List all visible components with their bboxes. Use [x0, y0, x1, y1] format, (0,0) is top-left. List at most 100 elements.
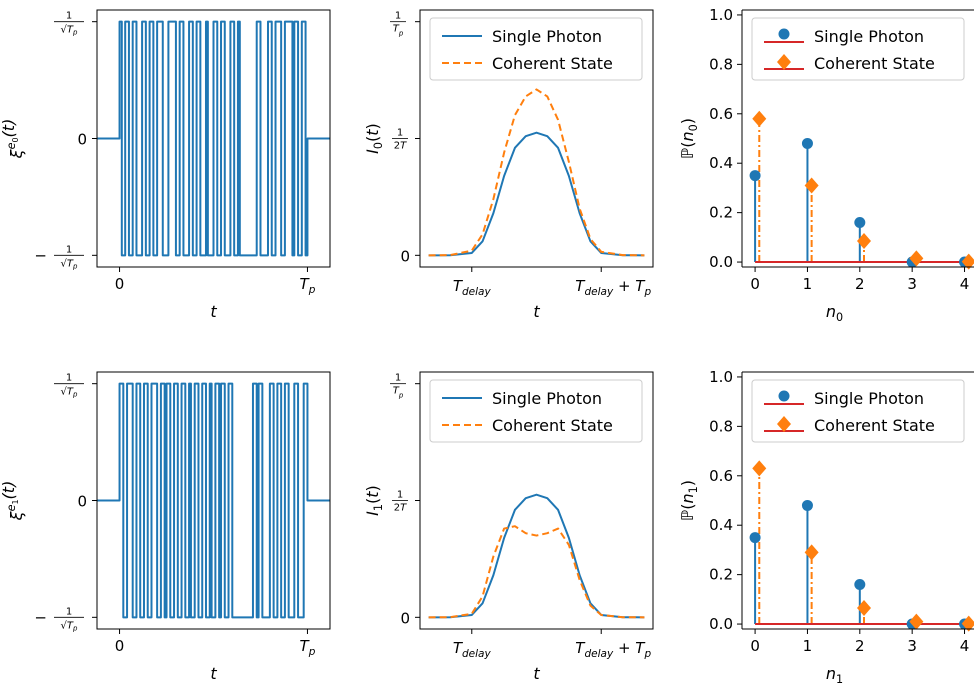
- legend-item: Single Photon: [764, 389, 924, 408]
- x-tick-label: 3: [907, 275, 917, 293]
- x-tick-label: 1: [803, 637, 813, 655]
- legend-label: Coherent State: [492, 54, 613, 73]
- x-tick-label: 0: [750, 637, 760, 655]
- legend-label: Single Photon: [814, 27, 924, 46]
- legend-marker-single-photon: [778, 390, 790, 402]
- x-axis-label: t: [533, 302, 540, 321]
- tick-label-denominator: Tp: [393, 386, 404, 400]
- x-axis-label: t: [533, 664, 540, 683]
- tick-label-denominator: √Tp: [61, 258, 78, 270]
- legend-marker-coherent-state: [777, 416, 791, 432]
- x-tick-label: 0: [115, 637, 125, 655]
- tick-label-denominator: Tp: [393, 24, 404, 38]
- tick-label-denominator: √Tp: [61, 387, 78, 399]
- x-tick-label: Tdelay: [453, 639, 492, 660]
- x-tick-label: 2: [855, 275, 865, 293]
- y-axis-label: I1(t): [363, 485, 385, 516]
- marker-single-photon: [749, 170, 761, 182]
- y-axis-label: I0(t): [363, 123, 385, 154]
- marker-coherent-state: [961, 253, 974, 270]
- y-tick-label: 0.8: [709, 417, 733, 435]
- legend-item: Single Photon: [442, 27, 602, 46]
- y-tick-label: 12T: [392, 128, 408, 152]
- y-tick-label: 0.0: [709, 615, 733, 633]
- legend-label: Coherent State: [814, 416, 935, 435]
- x-tick-label: 4: [960, 637, 970, 655]
- legend-item: Coherent State: [764, 54, 935, 73]
- legend-frame: [751, 17, 965, 81]
- x-tick-label: 4: [960, 275, 970, 293]
- x-axis-label: t: [210, 664, 217, 683]
- y-tick-label: 1 √Tp: [54, 11, 84, 37]
- y-tick-label: 0.4: [709, 516, 733, 534]
- y-axis-label: ℙ(n0): [678, 118, 700, 159]
- marker-coherent-state: [752, 460, 767, 477]
- x-axis-label: t: [210, 302, 217, 321]
- x-tick-label: 0: [115, 275, 125, 293]
- legend-item: Coherent State: [764, 416, 935, 435]
- signal-line: [97, 382, 330, 619]
- marker-coherent-state: [909, 250, 924, 267]
- y-tick-label: 12T: [392, 490, 408, 514]
- y-tick-label: 0.2: [709, 204, 733, 222]
- y-tick-label: 0.0: [709, 253, 733, 271]
- y-tick-label: 0.8: [709, 55, 733, 73]
- legend-label: Coherent State: [492, 416, 613, 435]
- y-tick-label: − 1 √Tp: [34, 606, 84, 632]
- marker-single-photon: [801, 499, 813, 511]
- x-tick-label: Tp: [300, 637, 316, 658]
- marker-coherent-state: [804, 544, 819, 561]
- tick-label-numerator: 1: [66, 11, 72, 22]
- x-tick-label: 0: [750, 275, 760, 293]
- marker-coherent-state: [752, 110, 767, 127]
- legend-frame: [429, 379, 643, 443]
- legend-label: Single Photon: [492, 27, 602, 46]
- tick-label-denominator: √Tp: [61, 620, 78, 632]
- x-tick-label: Tp: [300, 275, 316, 296]
- y-tick-label: 0.6: [709, 467, 733, 485]
- tick-label-sign: −: [34, 246, 47, 264]
- tick-label-sign: −: [34, 608, 47, 626]
- x-axis-label: n1: [826, 664, 843, 686]
- x-tick-label: 1: [803, 275, 813, 293]
- marker-single-photon: [854, 217, 866, 229]
- y-axis-label: ℙ(n1): [678, 480, 700, 521]
- y-tick-label: 1.0: [709, 368, 733, 386]
- series-coherent-state: [428, 525, 645, 619]
- chart-c: 0.0 0.2 0.4 0.6 0.8 1.0 0 1 2 3 4 n0 ℙ(n0) Single Pho…: [678, 6, 974, 324]
- y-axis-label: ξe0(t): [0, 119, 26, 160]
- marker-single-photon: [801, 137, 813, 149]
- legend-item: Coherent State: [442, 416, 613, 435]
- marker-coherent-state: [909, 613, 924, 630]
- x-tick-label: 2: [855, 637, 865, 655]
- tick-label-numerator: 1: [397, 128, 403, 139]
- series-coherent-state: [428, 88, 645, 257]
- tick-label-numerator: 1: [395, 11, 401, 22]
- y-tick-label: 0.6: [709, 105, 733, 123]
- x-tick-label: Tdelay + Tp: [575, 639, 651, 660]
- y-tick-label: 0: [77, 493, 87, 511]
- y-tick-label: 0.2: [709, 566, 733, 584]
- y-tick-label: 0: [77, 131, 87, 149]
- legend-frame: [751, 379, 965, 443]
- marker-single-photon: [854, 579, 866, 591]
- legend-marker-coherent-state: [777, 54, 791, 70]
- tick-label-denominator: √Tp: [61, 25, 78, 37]
- x-axis-label: n0: [826, 302, 843, 324]
- y-axis-label: ξe1(t): [0, 481, 26, 522]
- chart-f: 0.0 0.2 0.4 0.6 0.8 1.0 0 1 2 3 4 n1 ℙ(n1) Single Pho…: [678, 368, 974, 686]
- legend: Single Photon Coherent State: [429, 17, 643, 81]
- y-tick-label: 1 Tp: [390, 373, 406, 400]
- tick-label-numerator: 1: [66, 373, 72, 384]
- y-tick-label: 0: [400, 247, 410, 265]
- tick-label-denominator: 2T: [394, 141, 407, 152]
- y-tick-label: 1 Tp: [390, 11, 406, 38]
- x-tick-label: Tdelay: [453, 277, 492, 298]
- tick-label-numerator: 1: [66, 606, 72, 617]
- y-tick-label: 1 √Tp: [54, 373, 84, 399]
- legend-label: Coherent State: [814, 54, 935, 73]
- legend-item: Single Photon: [442, 389, 602, 408]
